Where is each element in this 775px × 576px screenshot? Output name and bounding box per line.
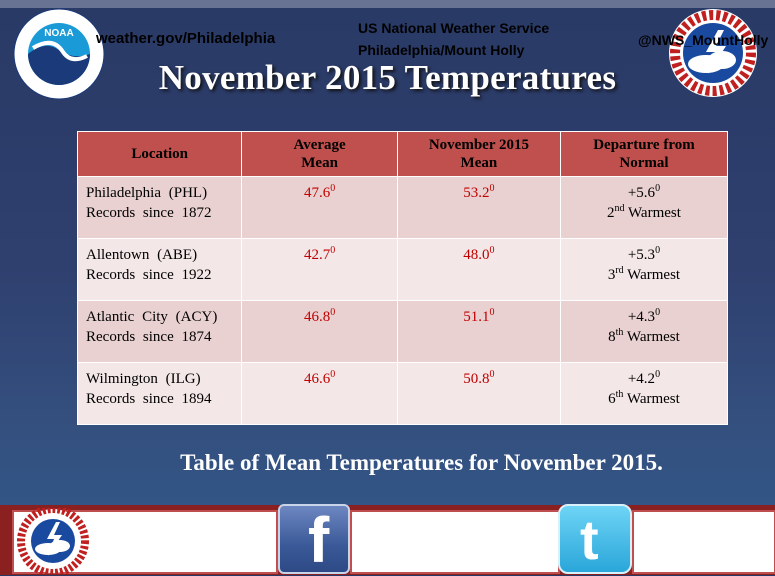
header-departure-label: Departure from Normal — [593, 137, 695, 171]
degree-sup: 0 — [330, 245, 336, 256]
noaa-logo-icon: NOAA — [13, 8, 105, 100]
location-name: Philadelphia (PHL) — [86, 185, 208, 201]
location-name: Atlantic City (ACY) — [86, 309, 218, 325]
departure-value: +5.3 — [627, 247, 656, 263]
rank-suffix: rd — [615, 265, 624, 276]
facebook-glyph: f — [308, 504, 330, 576]
twitter-glyph: t — [580, 508, 599, 571]
noaa-logo-text: NOAA — [44, 28, 73, 39]
november-mean-value: 53.2 — [463, 185, 490, 201]
average-mean-value: 46.6 — [303, 371, 331, 387]
average-mean-cell: 46.80 — [241, 300, 398, 363]
table-caption: Table of Mean Temperatures for November … — [180, 450, 663, 475]
degree-sup: 0 — [655, 183, 661, 194]
november-mean-cell: 51.10 — [396, 300, 561, 363]
average-mean-cell: 47.60 — [241, 176, 398, 239]
november-mean-cell: 53.20 — [396, 176, 561, 239]
average-mean-cell: 42.70 — [241, 238, 398, 301]
table-row: Wilmington (ILG) Records since 1894 46.6… — [76, 362, 729, 425]
degree-sup: 0 — [655, 245, 661, 256]
header-average-mean: Average Mean — [241, 131, 398, 177]
footer-bar — [0, 505, 775, 575]
twitter-handle[interactable]: @NWS_MountHolly — [638, 32, 769, 48]
header-average-mean-label: Average Mean — [293, 137, 346, 171]
degree-sup: 0 — [489, 245, 495, 256]
departure-value: +4.2 — [627, 371, 656, 387]
rank-number: 2 — [606, 205, 615, 221]
average-mean-value: 47.6 — [303, 185, 331, 201]
table-row: Atlantic City (ACY) Records since 1874 4… — [76, 300, 729, 363]
november-mean-value: 51.1 — [463, 309, 490, 325]
facebook-page-name-line2: Philadelphia/Mount Holly — [358, 42, 525, 58]
degree-sup: 0 — [330, 307, 336, 318]
records-since: Records since 1874 — [86, 329, 212, 345]
location-cell: Allentown (ABE) Records since 1922 — [76, 238, 243, 301]
records-since: Records since 1922 — [86, 267, 212, 283]
rank-text: Warmest — [627, 205, 681, 221]
table-row: Philadelphia (PHL) Records since 1872 47… — [76, 176, 729, 239]
location-cell: Philadelphia (PHL) Records since 1872 — [76, 176, 243, 239]
temperature-table: Location Average Mean November 2015 Mean… — [76, 131, 729, 425]
location-name: Wilmington (ILG) — [86, 371, 201, 387]
rank-suffix: th — [615, 327, 624, 338]
facebook-icon[interactable]: f — [278, 504, 350, 574]
departure-cell: +4.20 6th Warmest — [559, 362, 729, 425]
rank-suffix: th — [615, 389, 624, 400]
location-cell: Wilmington (ILG) Records since 1894 — [76, 362, 243, 425]
degree-sup: 0 — [655, 369, 661, 380]
header-location: Location — [76, 131, 243, 177]
top-band — [0, 0, 775, 8]
website-link[interactable]: weather.gov/Philadelphia — [96, 30, 276, 47]
page-title: November 2015 Temperatures — [158, 58, 617, 97]
degree-sup: 0 — [330, 369, 336, 380]
facebook-page-name-line1: US National Weather Service — [358, 20, 550, 36]
location-cell: Atlantic City (ACY) Records since 1874 — [76, 300, 243, 363]
degree-sup: 0 — [489, 183, 495, 194]
november-mean-cell: 48.00 — [396, 238, 561, 301]
departure-cell: +5.60 2nd Warmest — [559, 176, 729, 239]
november-mean-value: 50.8 — [463, 371, 490, 387]
records-since: Records since 1872 — [86, 205, 212, 221]
twitter-icon[interactable]: t — [558, 504, 632, 574]
departure-cell: +5.30 3rd Warmest — [559, 238, 729, 301]
rank-text: Warmest — [626, 391, 680, 407]
records-since: Records since 1894 — [86, 391, 212, 407]
table-header-row: Location Average Mean November 2015 Mean… — [76, 131, 729, 177]
degree-sup: 0 — [330, 183, 336, 194]
average-mean-cell: 46.60 — [241, 362, 398, 425]
degree-sup: 0 — [489, 307, 495, 318]
degree-sup: 0 — [489, 369, 495, 380]
footer-facebook-panel — [350, 510, 560, 574]
nws-footer-logo-icon — [17, 508, 89, 574]
location-name: Allentown (ABE) — [86, 247, 198, 263]
rank-number: 6 — [608, 391, 616, 407]
november-mean-cell: 50.80 — [396, 362, 561, 425]
header-departure: Departure from Normal — [559, 131, 729, 177]
november-mean-value: 48.0 — [463, 247, 490, 263]
rank-suffix: nd — [614, 203, 625, 214]
header-november-mean: November 2015 Mean — [396, 131, 561, 177]
average-mean-value: 42.7 — [303, 247, 331, 263]
footer-twitter-panel — [632, 510, 775, 574]
table-row: Allentown (ABE) Records since 1922 42.70… — [76, 238, 729, 301]
departure-value: +4.3 — [627, 309, 656, 325]
header-november-mean-label: November 2015 Mean — [428, 137, 529, 171]
average-mean-value: 46.8 — [303, 309, 331, 325]
rank-text: Warmest — [626, 329, 680, 345]
rank-number: 3 — [607, 267, 616, 283]
departure-cell: +4.30 8th Warmest — [559, 300, 729, 363]
rank-text: Warmest — [627, 267, 681, 283]
departure-value: +5.6 — [627, 185, 656, 201]
rank-number: 8 — [608, 329, 616, 345]
degree-sup: 0 — [655, 307, 661, 318]
nws-logo-icon — [669, 9, 757, 97]
